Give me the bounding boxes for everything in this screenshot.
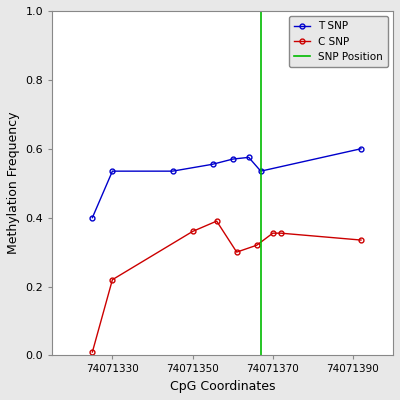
T SNP xyxy=(170,169,175,174)
C SNP xyxy=(214,219,219,224)
C SNP xyxy=(190,229,195,234)
T SNP xyxy=(358,146,363,151)
Y-axis label: Methylation Frequency: Methylation Frequency xyxy=(7,112,20,254)
C SNP xyxy=(358,238,363,242)
T SNP xyxy=(230,157,235,162)
C SNP xyxy=(270,231,275,236)
T SNP xyxy=(210,162,215,167)
X-axis label: CpG Coordinates: CpG Coordinates xyxy=(170,380,276,393)
Line: T SNP: T SNP xyxy=(90,146,364,220)
T SNP xyxy=(258,169,263,174)
C SNP xyxy=(110,277,115,282)
T SNP xyxy=(90,215,95,220)
C SNP xyxy=(90,350,95,354)
C SNP xyxy=(278,231,283,236)
T SNP xyxy=(246,155,251,160)
T SNP xyxy=(110,169,115,174)
C SNP xyxy=(254,243,259,248)
Legend: T SNP, C SNP, SNP Position: T SNP, C SNP, SNP Position xyxy=(289,16,388,67)
C SNP xyxy=(234,250,239,254)
Line: C SNP: C SNP xyxy=(90,219,364,354)
